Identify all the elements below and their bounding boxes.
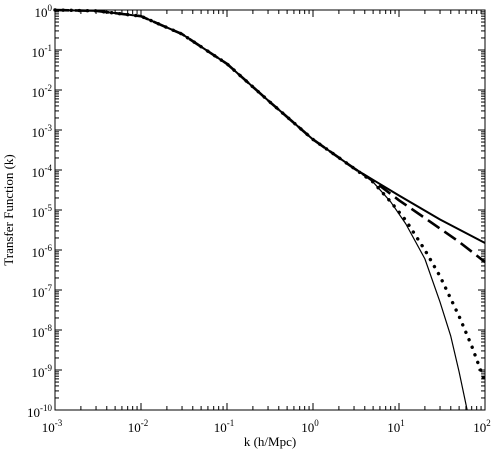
series-line-solid-thick <box>54 9 486 244</box>
series-line-dotted <box>53 8 487 384</box>
series-line-dashed <box>54 8 486 264</box>
y-tick-label: 10-1 <box>32 43 53 60</box>
y-tick-label: 10-10 <box>27 403 52 420</box>
x-tick-label: 102 <box>473 418 491 435</box>
y-tick-label: 10-4 <box>32 163 53 180</box>
y-tick-label: 10-7 <box>32 283 53 300</box>
x-tick-label: 101 <box>387 418 405 435</box>
y-tick-label: 10-9 <box>32 363 53 380</box>
axis-layer: 10-3 10-2 10-1 100 101 102 100 10-1 10-2 10-3 10-4… <box>27 3 491 435</box>
y-axis-label: Transfer Function (k) <box>1 154 16 265</box>
x-tick-label: 10-1 <box>214 418 235 435</box>
y-tick-label: 10-5 <box>32 203 53 220</box>
x-tick-label: 10-3 <box>42 418 63 435</box>
y-tick-label: 10-3 <box>32 123 53 140</box>
y-tick-label: 100 <box>35 3 53 20</box>
series-line-solid-thin <box>54 9 468 411</box>
x-tick-label: 100 <box>301 418 319 435</box>
y-tick-label: 10-6 <box>32 243 53 260</box>
x-tick-label: 10-2 <box>128 418 149 435</box>
x-axis-label: k (h/Mpc) <box>244 434 296 449</box>
plot-frame <box>54 9 486 411</box>
y-tick-label: 10-8 <box>32 323 53 340</box>
series-layer <box>53 8 487 411</box>
y-tick-label: 10-2 <box>32 83 53 100</box>
